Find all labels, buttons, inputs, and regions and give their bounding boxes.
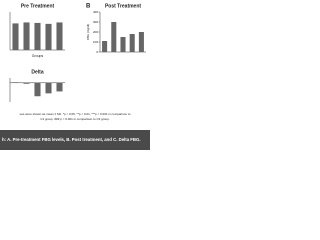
bar bbox=[56, 22, 63, 50]
y-tick-label: 200 bbox=[93, 30, 98, 34]
bar bbox=[102, 41, 108, 52]
caption-note: ues were shown as mean ± SD. *p < 0.05, … bbox=[20, 112, 131, 116]
bar bbox=[23, 82, 30, 84]
chart-title: Post Treatment bbox=[105, 3, 141, 9]
panel-label: B bbox=[86, 4, 91, 10]
bar bbox=[138, 32, 144, 52]
bar bbox=[129, 34, 135, 52]
bar bbox=[23, 22, 30, 50]
chart-title: Pre Treatment bbox=[21, 3, 55, 9]
caption-title: h: A. Pre-treatment FBG levels, B. Post … bbox=[2, 137, 141, 142]
figure: ues were shown as mean ± SD. *p < 0.05, … bbox=[0, 0, 150, 150]
bar bbox=[34, 22, 41, 50]
bar bbox=[45, 82, 52, 94]
y-axis-label: FBG (mg/dl) bbox=[86, 24, 90, 40]
bar bbox=[12, 23, 19, 50]
bar bbox=[56, 82, 63, 92]
y-tick-label: 0 bbox=[96, 50, 98, 54]
y-tick-label: 300 bbox=[93, 20, 98, 24]
caption-note: C1 group. ### p < 0.001 in comparison to… bbox=[40, 117, 109, 121]
x-axis-label: Groups bbox=[32, 54, 44, 58]
y-tick-label: 100 bbox=[93, 40, 98, 44]
background bbox=[0, 0, 150, 150]
bar bbox=[45, 23, 52, 50]
chart-title: Delta bbox=[31, 69, 43, 75]
y-tick-label: 400 bbox=[93, 10, 98, 14]
caption-bar bbox=[0, 130, 150, 150]
bar bbox=[120, 37, 126, 52]
bar bbox=[111, 22, 117, 52]
bar bbox=[34, 82, 41, 97]
